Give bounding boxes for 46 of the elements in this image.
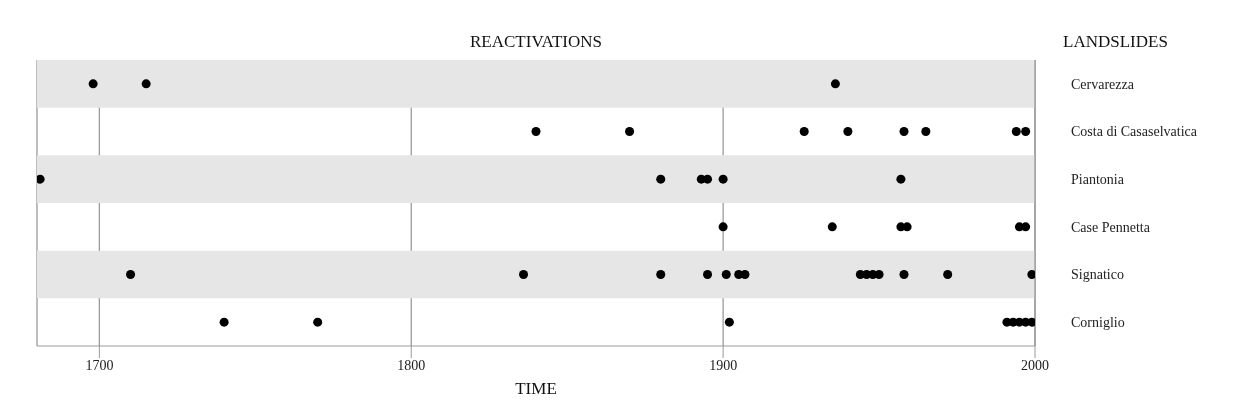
- y-axis-title: LANDSLIDES: [1063, 32, 1168, 52]
- x-tick-label: 1800: [397, 357, 426, 373]
- point: [718, 174, 728, 184]
- point: [899, 126, 909, 137]
- point: [703, 269, 713, 280]
- y-tick-label: Signatico: [1071, 267, 1124, 283]
- point: [141, 79, 151, 89]
- x-tick-label: 1700: [85, 357, 114, 373]
- point: [656, 174, 666, 184]
- point: [1011, 126, 1021, 137]
- point: [1021, 126, 1031, 137]
- point: [1021, 222, 1031, 232]
- point: [943, 269, 953, 280]
- point: [921, 126, 931, 137]
- point: [899, 269, 909, 280]
- y-tick-label: Corniglio: [1071, 315, 1125, 331]
- y-tick-label: Cervarezza: [1071, 76, 1135, 92]
- point: [718, 222, 728, 232]
- point: [519, 269, 529, 280]
- point: [531, 126, 541, 137]
- point: [740, 269, 750, 280]
- point: [88, 79, 98, 89]
- point: [1027, 317, 1035, 327]
- x-axis-title: TIME: [515, 379, 557, 398]
- point: [126, 269, 136, 280]
- point: [313, 317, 323, 327]
- chart-title: REACTIVATIONS: [469, 32, 603, 52]
- x-tick-label: 2000: [1021, 357, 1049, 373]
- point: [724, 317, 734, 327]
- point: [896, 174, 906, 184]
- point: [656, 269, 666, 280]
- point: [219, 317, 229, 327]
- point: [625, 126, 635, 137]
- y-tick-label: Costa di Casaselvatica: [1071, 124, 1198, 140]
- point: [874, 269, 884, 280]
- point: [703, 174, 713, 184]
- point: [1027, 269, 1035, 280]
- point: [843, 126, 853, 137]
- point: [799, 126, 809, 137]
- point: [721, 269, 731, 280]
- y-tick-label: Piantonia: [1071, 172, 1125, 188]
- point: [37, 174, 45, 184]
- y-tick-label: Case Pennetta: [1071, 219, 1151, 235]
- point: [827, 222, 837, 232]
- x-tick-label: 1900: [709, 357, 738, 373]
- point: [830, 79, 840, 89]
